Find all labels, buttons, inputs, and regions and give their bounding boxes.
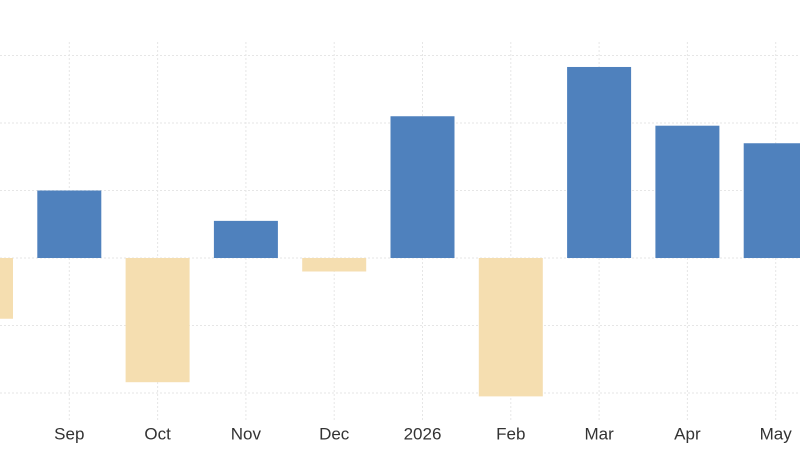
bar <box>125 258 190 383</box>
x-tick-label: Nov <box>231 424 262 443</box>
bar <box>655 125 720 258</box>
bar <box>0 258 13 319</box>
bar <box>213 220 278 258</box>
x-tick-label: Dec <box>319 424 350 443</box>
bar <box>567 66 632 258</box>
x-tick-label: May <box>760 424 793 443</box>
x-tick-label: Mar <box>584 424 614 443</box>
x-tick-label: Apr <box>674 424 701 443</box>
x-tick-label: 2026 <box>404 424 442 443</box>
x-tick-label: Oct <box>144 424 171 443</box>
bar <box>478 258 543 397</box>
bar <box>302 258 367 272</box>
x-tick-label: Sep <box>54 424 84 443</box>
bar <box>743 143 800 258</box>
x-tick-label: Feb <box>496 424 525 443</box>
bar <box>390 116 455 258</box>
bar <box>37 190 102 258</box>
